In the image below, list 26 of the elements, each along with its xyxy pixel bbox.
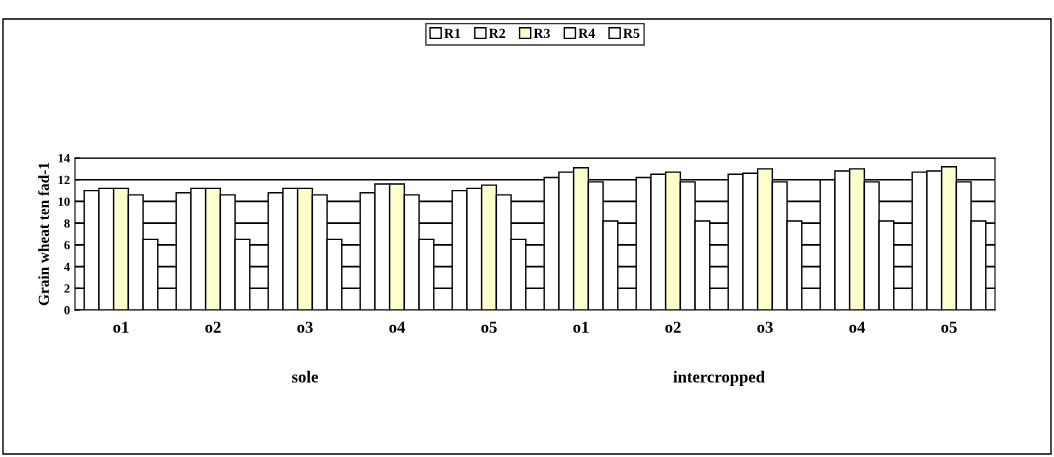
x-tick-label: o4 <box>849 321 866 333</box>
y-axis-title: Grain wheat ten fad-1 <box>38 162 49 306</box>
y-tick-label: 0 <box>64 306 70 315</box>
legend-label: R3 <box>533 28 550 39</box>
legend-label: R4 <box>578 28 595 38</box>
x-tick-label: o5 <box>481 321 497 333</box>
legend-label: R2 <box>488 28 506 38</box>
legend-label: R1 <box>444 28 461 38</box>
text: sole <box>292 370 318 383</box>
x-tick-label: o3 <box>757 321 773 333</box>
y-tick-label: 8 <box>64 219 70 228</box>
x-tick-label: o2 <box>205 321 221 333</box>
text: intercropped <box>673 370 765 386</box>
x-tick-label: o3 <box>297 321 313 333</box>
x-tick-label: o4 <box>389 321 406 333</box>
y-tick-label: 6 <box>64 240 70 250</box>
y-tick-label: 4 <box>64 262 70 271</box>
y-tick-label: 12 <box>58 175 70 185</box>
x-tick-label: o1 <box>573 321 589 333</box>
x-tick-label: o2 <box>665 321 681 333</box>
y-tick-label: 14 <box>58 154 70 163</box>
legend-label: R5 <box>623 28 640 39</box>
x-tick-label: o1 <box>113 321 129 333</box>
x-tick-label: o5 <box>941 321 957 333</box>
y-tick-label: 2 <box>64 284 70 293</box>
y-tick-label: 10 <box>58 197 70 206</box>
